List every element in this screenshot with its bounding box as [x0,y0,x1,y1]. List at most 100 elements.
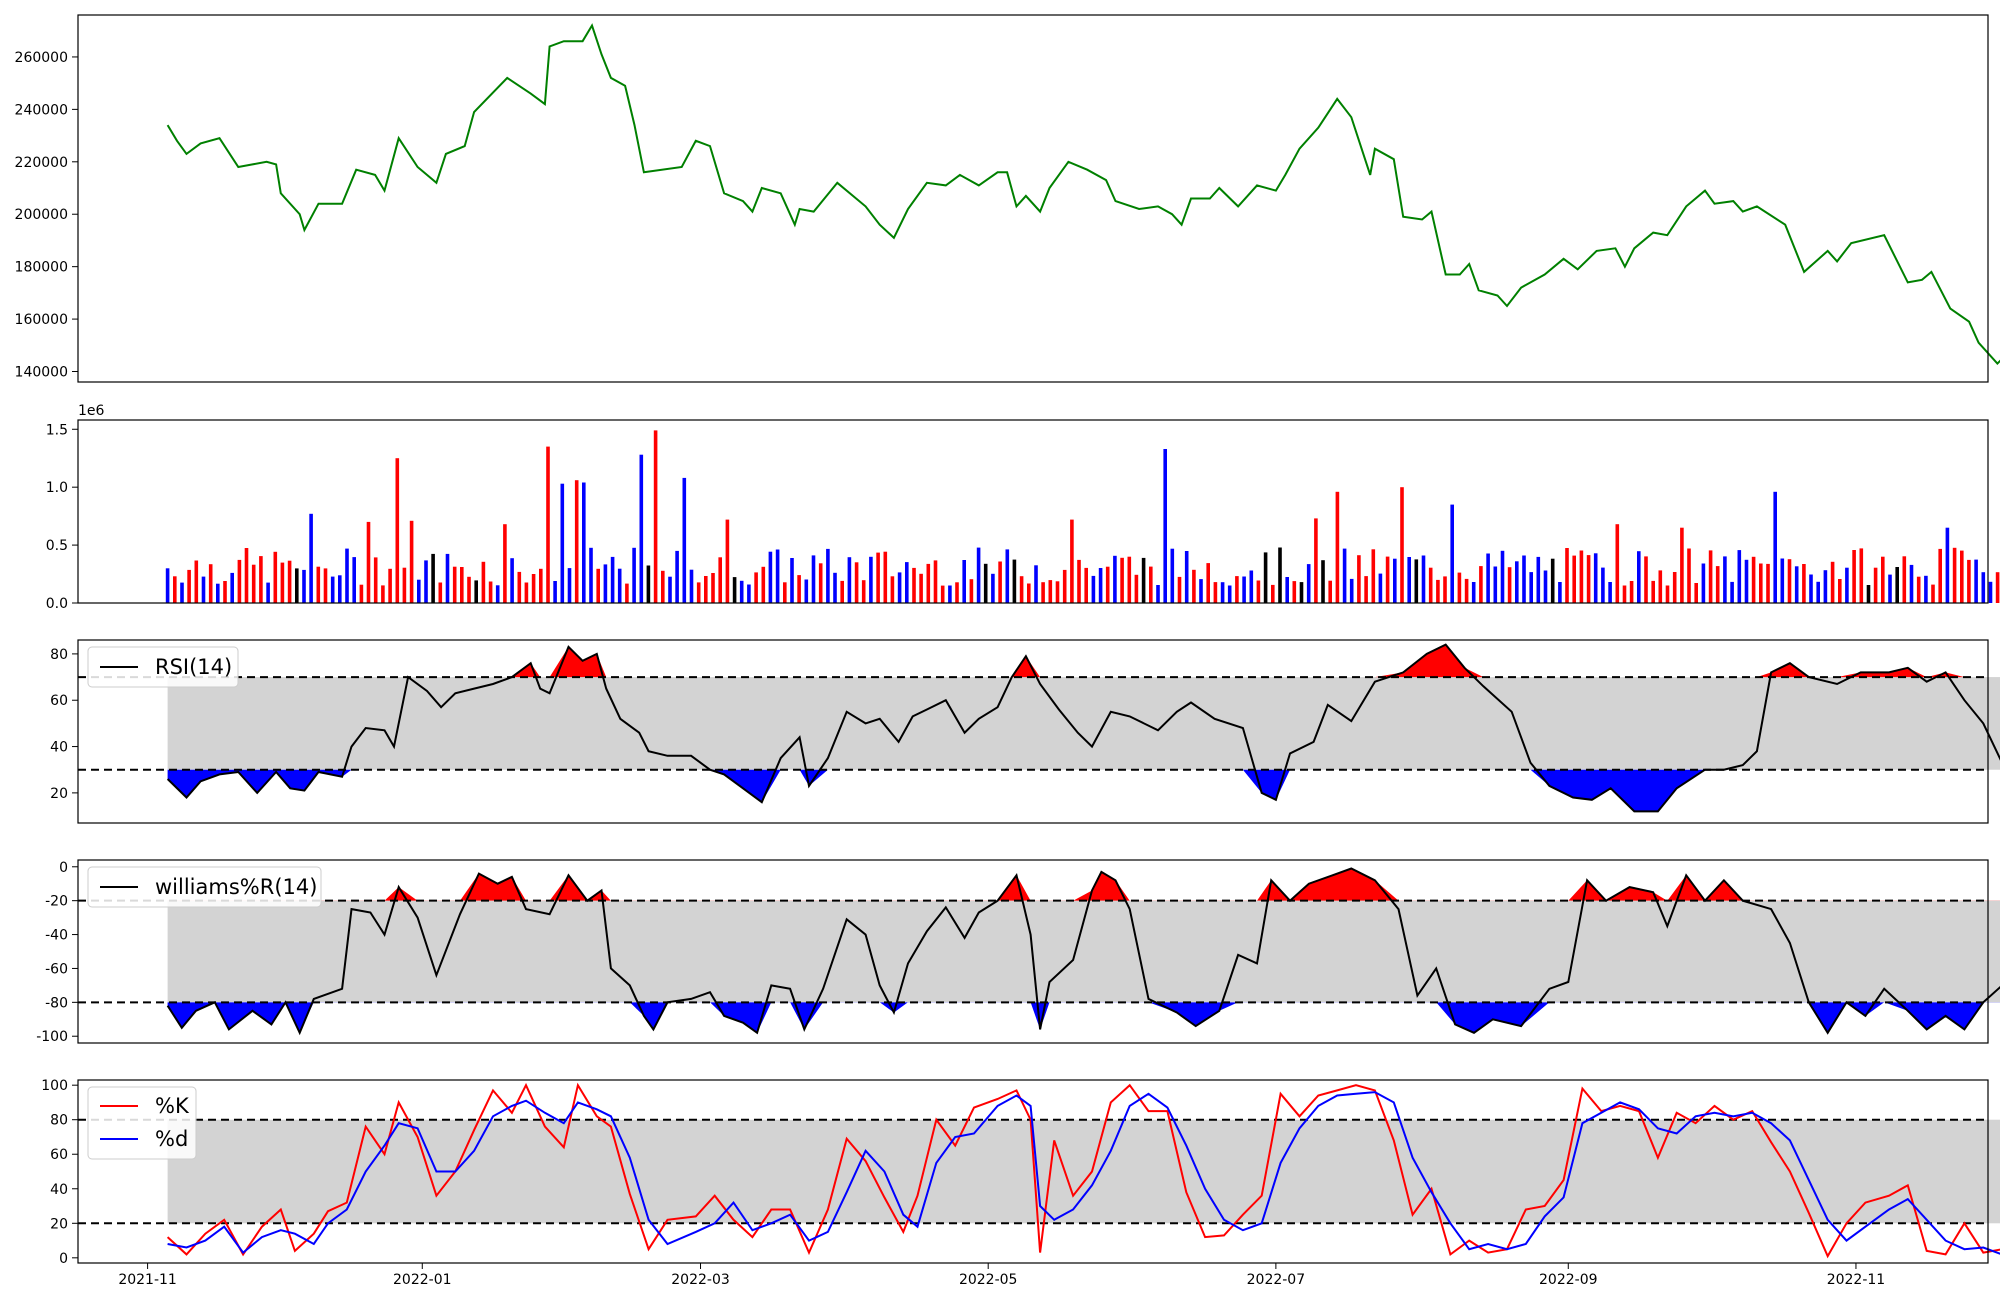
volume-bar [1687,548,1691,603]
volume-bar [1407,557,1411,603]
volume-bar [1457,572,1462,603]
volume-bar [818,563,823,603]
volume-bar [1838,579,1842,603]
stochastic-y-tick-label: 100 [41,1078,68,1094]
volume-bar [237,559,242,603]
volume-bar [1945,527,1950,603]
rsi-y-tick-label: 20 [50,786,68,802]
volume-bar [273,551,278,603]
price-y-tick-label: 180000 [15,260,68,276]
volume-bar [1873,567,1878,603]
volume-bar [1852,550,1856,603]
volume-bar [1120,557,1124,603]
williams-frame [77,859,1989,1044]
volume-bar [1450,504,1454,603]
volume-bar [1220,582,1225,603]
volume-bar [617,568,622,603]
x-tick-label: 2022-11 [1827,1272,1886,1288]
price-y-tick-label: 240000 [15,102,68,118]
x-tick-label: 2022-01 [393,1272,452,1288]
volume-bar [1694,583,1698,603]
volume-bar [1500,550,1505,603]
price-y-ticks: 140000 160000 180000 200000 220000 240000 2600… [15,50,78,381]
volume-bar [933,560,938,603]
volume-bar [854,562,859,603]
volume-bar [1464,578,1469,603]
volume-bar [1809,574,1813,603]
volume-bar [1637,551,1641,603]
williams-y-tick-label: -100 [36,1029,68,1045]
volume-bar [460,567,464,603]
stochastic-y-tick-label: 20 [50,1216,68,1232]
volume-bar [1285,577,1289,603]
volume-bar [1177,576,1182,603]
volume-bar [1938,548,1942,603]
stochastic-k-line [166,1082,2000,1259]
volume-bar [1615,524,1620,603]
volume-bar [754,572,758,603]
williams-oversold-fill [167,1002,2000,1033]
volume-bar [1830,561,1835,603]
price-y-tick-label: 260000 [15,50,68,66]
rsi-oversold-fill [167,769,2000,812]
volume-bar [811,555,816,603]
volume-bar [295,568,299,603]
volume-bar [366,521,371,603]
volume-bar [438,582,443,603]
volume-bar [905,562,909,603]
volume-bar [1206,563,1210,603]
volume-bar [1428,567,1433,603]
volume-bar [761,566,766,603]
volume-bar [1005,549,1010,603]
rsi-body [78,643,2000,813]
volume-bar [524,582,529,603]
stochastic-legend-k: %K [155,1094,190,1118]
volume-bar [553,581,557,603]
volume-bar [1715,566,1720,603]
volume-bar [1672,572,1677,603]
volume-bar [1077,559,1081,603]
volume-bar [1292,581,1297,603]
volume-bar [876,552,880,603]
volume-bar [768,551,773,603]
price-frame [77,14,1989,383]
volume-bar [1802,564,1806,603]
x-tick-label: 2021-11 [118,1272,177,1288]
volume-bar [610,556,615,603]
volume-bar [359,584,364,603]
volume-bar [373,557,378,603]
williams-y-tick-label: -20 [45,894,68,910]
volume-bar [201,576,206,603]
volume-bar [431,553,435,603]
volume-bar [1012,559,1017,603]
volume-bar [1278,547,1282,603]
volume-bar [991,573,995,603]
volume-bar [1823,570,1828,603]
volume-bar [251,564,256,603]
volume-bar [194,560,199,603]
volume-bar [1306,564,1311,603]
volume-bar [689,569,694,603]
rsi-frame [77,639,1989,824]
volume-bar [1737,550,1742,603]
volume-bar [1421,555,1426,603]
volume-y-tick-label: 0.5 [46,538,68,554]
volume-bar [675,550,679,603]
volume-bar [948,585,952,603]
volume-bar [1134,574,1139,603]
volume-bar [653,430,658,603]
volume-bar [912,567,916,603]
stochastic-d-line [167,1091,2000,1255]
volume-bar [1960,550,1964,603]
volume-bar [797,575,801,603]
volume-bar [330,576,335,603]
volume-bar [1902,556,1907,603]
volume-bar [409,520,414,603]
volume-bar [244,548,249,603]
volume-bar [173,576,177,603]
volume-y-ticks: 0.0 0.5 1.0 1.5 [46,422,78,612]
volume-bar [1443,576,1447,603]
volume-bar [1235,576,1239,603]
volume-bar [1665,585,1670,603]
